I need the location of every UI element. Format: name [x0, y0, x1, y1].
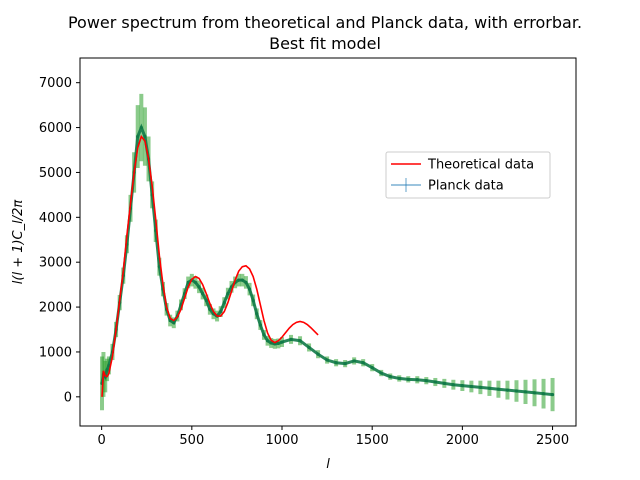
- theoretical-data-line: [101, 134, 319, 397]
- legend-box: [385, 151, 551, 199]
- planck-data-point: [379, 371, 383, 375]
- planck-data-point: [541, 392, 546, 396]
- legend: Theoretical data Planck data: [385, 151, 551, 199]
- planck-data-point: [269, 341, 273, 345]
- planck-data-point: [370, 366, 374, 370]
- planck-data-point: [237, 278, 241, 282]
- planck-data-point: [255, 312, 259, 316]
- planck-data-point: [136, 134, 140, 139]
- planck-data-point: [442, 381, 446, 385]
- planck-data-point: [505, 388, 510, 392]
- planck-data-point: [532, 391, 537, 395]
- planck-data-point: [316, 352, 320, 356]
- x-tick-label: 0: [98, 433, 106, 448]
- planck-data-point: [276, 341, 280, 346]
- y-tick-label: 3000: [39, 256, 72, 271]
- planck-data-point: [265, 339, 270, 343]
- planck-data-point: [197, 285, 201, 289]
- y-tick-label: 6000: [39, 121, 72, 136]
- planck-data-point: [240, 278, 244, 282]
- planck-data-point: [307, 345, 311, 350]
- planck-data-point: [352, 359, 356, 363]
- x-tick-label: 2000: [446, 433, 479, 448]
- planck-data-point: [201, 292, 205, 296]
- planck-data-point: [244, 280, 248, 284]
- planck-data-point: [204, 298, 208, 302]
- planck-data-point: [172, 321, 176, 325]
- planck-data-point: [247, 287, 252, 291]
- legend-label-planck: Planck data: [428, 179, 504, 194]
- x-tick-label: 500: [179, 433, 204, 448]
- y-tick-label: 2000: [39, 301, 72, 316]
- planck-data-point: [139, 125, 143, 130]
- planck-data-point: [514, 389, 519, 393]
- plot-data-group: [100, 93, 555, 412]
- y-axis-label: l(l + 1)C_l/2π: [11, 200, 26, 285]
- legend-label-theoretical: Theoretical data: [427, 158, 534, 173]
- planck-data-point: [143, 134, 147, 139]
- y-tick-label: 4000: [39, 211, 72, 226]
- planck-data-point: [523, 390, 528, 394]
- planck-data-point: [251, 298, 255, 302]
- chart-title-line1: Power spectrum from theoretical and Plan…: [68, 13, 582, 32]
- planck-data-point: [415, 378, 419, 382]
- planck-data-point: [424, 379, 428, 383]
- y-tick-label: 1000: [39, 345, 72, 360]
- planck-data-point: [193, 280, 198, 284]
- planck-data-point: [397, 376, 401, 381]
- planck-data-point: [343, 362, 347, 366]
- planck-data-point: [460, 384, 464, 388]
- planck-data-point: [186, 280, 190, 284]
- planck-data-point: [168, 318, 172, 323]
- planck-data-point: [451, 383, 455, 387]
- planck-data-point: [487, 386, 492, 390]
- planck-data-point: [388, 375, 392, 379]
- planck-data-point: [496, 387, 501, 391]
- planck-data-point: [280, 340, 284, 344]
- planck-data-point: [334, 361, 338, 365]
- planck-data-point: [325, 358, 329, 362]
- planck-data-point: [406, 377, 410, 381]
- plot-area: [100, 93, 555, 412]
- x-tick-label: 1500: [356, 433, 389, 448]
- planck-data-point: [226, 292, 230, 296]
- chart-title-line2: Best fit model: [269, 34, 381, 53]
- planck-data-point: [219, 309, 223, 314]
- y-tick-label: 0: [64, 390, 72, 405]
- planck-data-point: [433, 380, 437, 384]
- planck-data-point: [273, 342, 277, 346]
- planck-data-point: [105, 368, 109, 372]
- y-tick-label: 5000: [39, 166, 72, 181]
- x-tick-label: 2500: [536, 433, 569, 448]
- axes: 0 500 1000 1500 2000 2500 0 1000 2000 3000 4000 500…: [39, 57, 577, 448]
- planck-data-point: [208, 307, 212, 311]
- planck-data-point: [258, 323, 262, 327]
- planck-data-point: [550, 392, 555, 397]
- planck-data-point: [469, 384, 473, 389]
- x-axis-label: l: [326, 457, 330, 472]
- planck-data-point: [262, 333, 266, 337]
- planck-data-point: [222, 300, 226, 305]
- planck-data-point: [289, 337, 293, 341]
- planck-data-point: [298, 339, 302, 343]
- planck-data-point: [478, 385, 483, 390]
- y-tick-label: 7000: [39, 76, 72, 91]
- planck-data-point: [361, 361, 365, 365]
- x-tick-label: 1000: [265, 433, 298, 448]
- axes-frame: [79, 57, 577, 427]
